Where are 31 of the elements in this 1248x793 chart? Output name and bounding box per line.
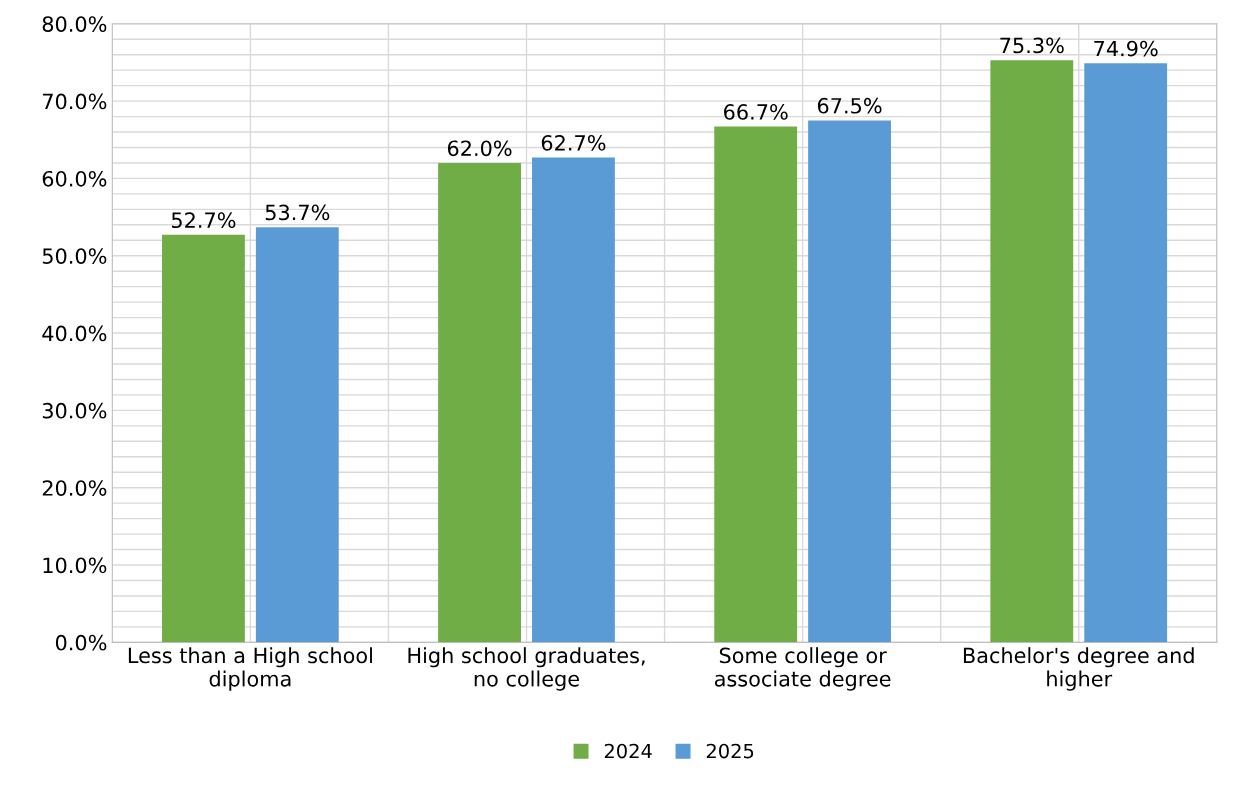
x-tick-label: Less than a High school diploma [128, 647, 372, 691]
y-tick-label: 80.0% [42, 16, 107, 32]
data-label: 74.9% [1094, 40, 1158, 57]
y-tick-label: 40.0% [42, 325, 107, 342]
y-tick-label: 50.0% [42, 248, 107, 264]
data-label: 75.3% [1000, 37, 1064, 54]
y-tick-label: 60.0% [42, 170, 107, 187]
bar [808, 120, 891, 643]
bar [532, 157, 615, 643]
data-label: 67.5% [817, 97, 882, 114]
bar [1084, 63, 1168, 643]
y-tick-label: 0.0% [55, 634, 107, 651]
y-tick-label: 30.0% [42, 402, 107, 419]
legend-label: 2025 [706, 743, 754, 759]
data-label: 53.7% [265, 204, 330, 221]
y-tick-label: 10.0% [43, 557, 107, 574]
x-tick-label: Bachelor's degree and higher [963, 647, 1194, 691]
x-tick-label: High school graduates, no college [408, 647, 645, 691]
data-label: 66.7% [724, 104, 788, 120]
bar [162, 234, 245, 643]
y-tick-label: 70.0% [42, 93, 107, 110]
legend-label: 2024 [604, 743, 652, 759]
data-label: 62.7% [541, 134, 606, 151]
data-label: 62.0% [447, 140, 512, 157]
data-label: 52.7% [171, 212, 236, 229]
bar [255, 227, 339, 643]
y-tick-label: 20.0% [42, 480, 107, 496]
bar [990, 60, 1074, 643]
x-tick-label: Some college or associate degree [714, 647, 891, 691]
bar [714, 126, 798, 643]
bar [438, 162, 521, 643]
